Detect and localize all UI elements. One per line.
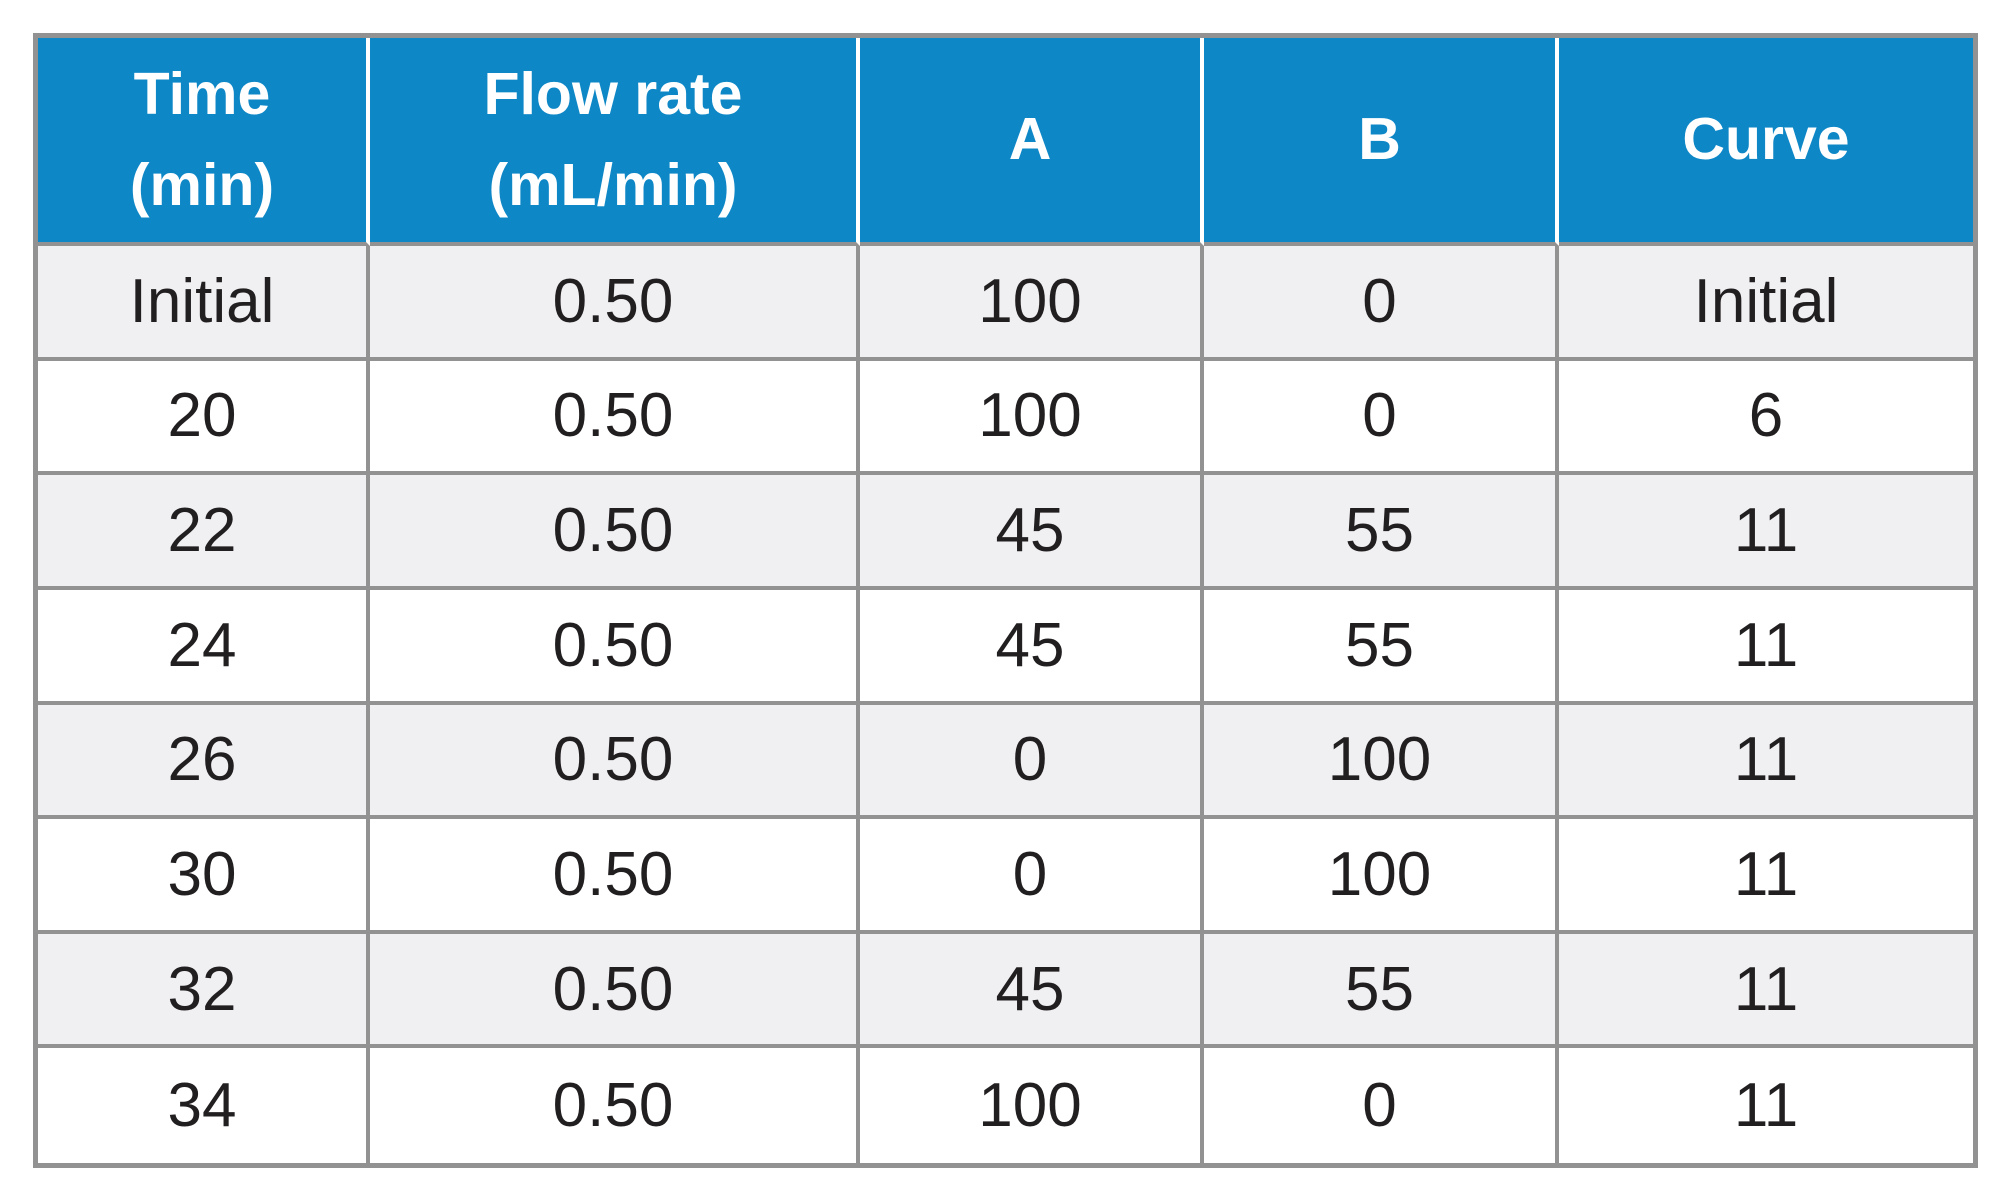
- cell-b: 55: [1204, 589, 1559, 705]
- cell-curve: 11: [1559, 1048, 1973, 1163]
- cell-time: 20: [38, 360, 370, 476]
- cell-b: 0: [1204, 360, 1559, 476]
- cell-b: 55: [1204, 475, 1559, 590]
- cell-flow-rate: 0.50: [370, 704, 860, 820]
- cell-a: 100: [860, 1048, 1204, 1163]
- cell-a: 100: [860, 360, 1204, 476]
- cell-curve: 11: [1559, 933, 1973, 1049]
- cell-a: 100: [860, 246, 1204, 361]
- cell-a: 45: [860, 933, 1204, 1049]
- table-row: 34 0.50 100 0 11: [38, 1048, 1973, 1163]
- cell-time: 30: [38, 819, 370, 934]
- cell-curve: 11: [1559, 819, 1973, 934]
- gradient-table-container: Time (min) Flow rate (mL/min) A B Curve …: [33, 33, 1978, 1168]
- cell-a: 0: [860, 704, 1204, 820]
- col-header-flow-rate: Flow rate (mL/min): [370, 38, 860, 246]
- cell-curve: 11: [1559, 475, 1973, 590]
- col-header-a: A: [860, 38, 1204, 246]
- cell-b: 100: [1204, 704, 1559, 820]
- cell-time: 32: [38, 933, 370, 1049]
- table-row: 24 0.50 45 55 11: [38, 589, 1973, 705]
- table-row: 22 0.50 45 55 11: [38, 475, 1973, 590]
- table-row: 32 0.50 45 55 11: [38, 933, 1973, 1049]
- cell-flow-rate: 0.50: [370, 246, 860, 361]
- cell-curve: Initial: [1559, 246, 1973, 361]
- cell-a: 45: [860, 475, 1204, 590]
- header-row: Time (min) Flow rate (mL/min) A B Curve: [38, 38, 1973, 246]
- cell-b: 55: [1204, 933, 1559, 1049]
- col-header-b: B: [1204, 38, 1559, 246]
- cell-flow-rate: 0.50: [370, 475, 860, 590]
- cell-flow-rate: 0.50: [370, 933, 860, 1049]
- col-header-time: Time (min): [38, 38, 370, 246]
- col-header-curve: Curve: [1559, 38, 1973, 246]
- cell-flow-rate: 0.50: [370, 1048, 860, 1163]
- cell-flow-rate: 0.50: [370, 819, 860, 934]
- cell-curve: 11: [1559, 704, 1973, 820]
- cell-time: 22: [38, 475, 370, 590]
- gradient-table: Time (min) Flow rate (mL/min) A B Curve …: [33, 33, 1978, 1168]
- cell-time: 26: [38, 704, 370, 820]
- cell-flow-rate: 0.50: [370, 360, 860, 476]
- cell-time: 24: [38, 589, 370, 705]
- table-row: 26 0.50 0 100 11: [38, 704, 1973, 820]
- cell-curve: 6: [1559, 360, 1973, 476]
- cell-curve: 11: [1559, 589, 1973, 705]
- cell-a: 0: [860, 819, 1204, 934]
- cell-b: 0: [1204, 246, 1559, 361]
- cell-b: 100: [1204, 819, 1559, 934]
- cell-time: 34: [38, 1048, 370, 1163]
- cell-time: Initial: [38, 246, 370, 361]
- cell-a: 45: [860, 589, 1204, 705]
- table-row: Initial 0.50 100 0 Initial: [38, 246, 1973, 361]
- cell-flow-rate: 0.50: [370, 589, 860, 705]
- table-row: 20 0.50 100 0 6: [38, 360, 1973, 476]
- cell-b: 0: [1204, 1048, 1559, 1163]
- table-row: 30 0.50 0 100 11: [38, 819, 1973, 934]
